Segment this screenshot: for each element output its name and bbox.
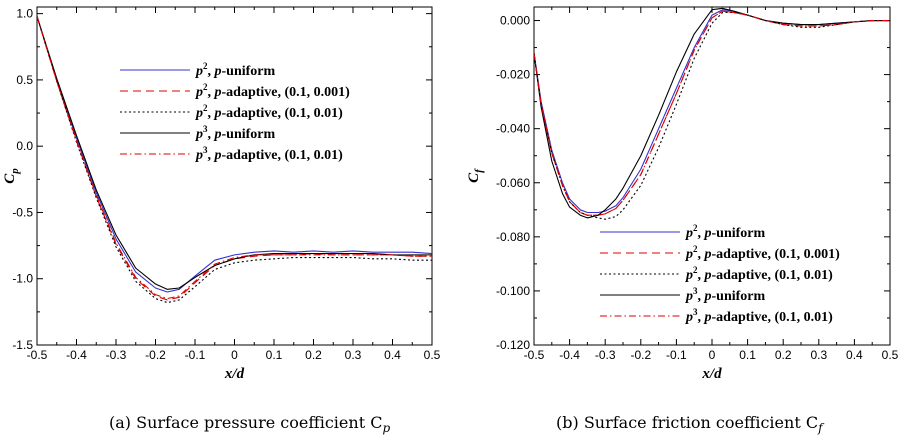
x-tick-label: -0.5: [524, 348, 545, 362]
x-tick-label: 0.3: [345, 348, 362, 362]
x-tick-label: 0.5: [424, 348, 441, 362]
x-tick-label: -0.3: [106, 348, 127, 362]
x-tick-label: 0: [231, 348, 238, 362]
y-tick-label: -0.120: [496, 338, 530, 352]
legend-entry-label: p2, p-adaptive, (0.1, 0.001): [685, 244, 840, 262]
y-tick-label: -0.5: [12, 205, 33, 219]
x-tick-label: -0.1: [185, 348, 206, 362]
x-tick-label: 0.1: [266, 348, 283, 362]
series-line-5: [37, 16, 432, 300]
y-tick-label: 0.0: [16, 139, 33, 153]
x-axis-label: x/d: [224, 366, 245, 382]
y-tick-label: -0.060: [496, 176, 530, 190]
y-tick-label: -0.040: [496, 122, 530, 136]
series-line-5: [534, 10, 890, 216]
legend-entry-label: p3, p-adaptive, (0.1, 0.01): [195, 145, 343, 163]
series-line-1: [534, 9, 890, 214]
y-tick-label: -0.020: [496, 68, 530, 82]
y-tick-label: 0.000: [500, 14, 530, 28]
x-axis-label: x/d: [701, 366, 722, 382]
series-line-4: [534, 7, 890, 219]
y-tick-label: -0.100: [496, 284, 530, 298]
y-tick-label: -1.0: [12, 272, 33, 286]
x-tick-label: 0.2: [775, 348, 792, 362]
legend-entry-label: p3, p-uniform: [195, 124, 276, 142]
y-tick-label: 0.5: [16, 73, 33, 87]
series-line-4: [37, 16, 432, 290]
legend-entry-label: p2, p-adaptive, (0.1, 0.01): [685, 265, 833, 283]
legend-entry-label: p3, p-uniform: [685, 286, 766, 304]
x-tick-label: -0.2: [630, 348, 651, 362]
series-line-2: [534, 10, 890, 216]
legend-entry-label: p2, p-uniform: [195, 61, 276, 79]
chart-panel-a: -0.5 -0.4 -0.3 -0.2 -0.1 0 0.1 0.2 0.3 0.4 0.5 -1.5…: [2, 6, 441, 435]
x-tick-label: -0.4: [559, 348, 580, 362]
y-tick-label: -0.080: [496, 230, 530, 244]
plot-frame: [36, 6, 433, 346]
x-tick-label: -0.1: [666, 348, 687, 362]
x-tick-label: -0.2: [145, 348, 166, 362]
x-tick-label: 0.4: [846, 348, 863, 362]
y-tick-label: -1.5: [12, 338, 33, 352]
legend-entry-label: p2, p-adaptive, (0.1, 0.001): [195, 82, 350, 100]
legend-entry-label: p2, p-adaptive, (0.1, 0.01): [195, 103, 343, 121]
x-tick-label: 0: [709, 348, 716, 362]
y-axis-label: Cp: [2, 168, 21, 184]
y-tick-label: 1.0: [16, 7, 33, 21]
x-tick-label: 0.2: [305, 348, 322, 362]
figure-caption: (b) Surface friction coefficient Cf: [556, 413, 825, 435]
x-tick-label: -0.4: [66, 348, 87, 362]
x-tick-label: 0.5: [882, 348, 899, 362]
figure-caption: (a) Surface pressure coefficient Cp: [109, 413, 390, 435]
legend-entry-label: p3, p-adaptive, (0.1, 0.01): [685, 307, 833, 325]
x-tick-label: -0.5: [27, 348, 48, 362]
legend: p2, p-uniform p2, p-adaptive, (0.1, 0.001…: [600, 223, 840, 325]
x-tick-label: 0.1: [739, 348, 756, 362]
chart-panel-b: -0.5 -0.4 -0.3 -0.2 -0.1 0 0.1 0.2 0.3 0.4 0.5 -0.1…: [466, 6, 899, 435]
series-line-3: [37, 16, 432, 304]
legend: p2, p-uniform p2, p-adaptive, (0.1, 0.001…: [120, 61, 350, 163]
legend-entry-label: p2, p-uniform: [685, 223, 766, 241]
x-tick-label: -0.3: [595, 348, 616, 362]
x-tick-label: 0.3: [810, 348, 827, 362]
x-tick-label: 0.4: [384, 348, 401, 362]
y-axis-label: Cf: [466, 168, 485, 183]
series-line-3: [534, 11, 890, 220]
series-line-1: [37, 16, 432, 293]
